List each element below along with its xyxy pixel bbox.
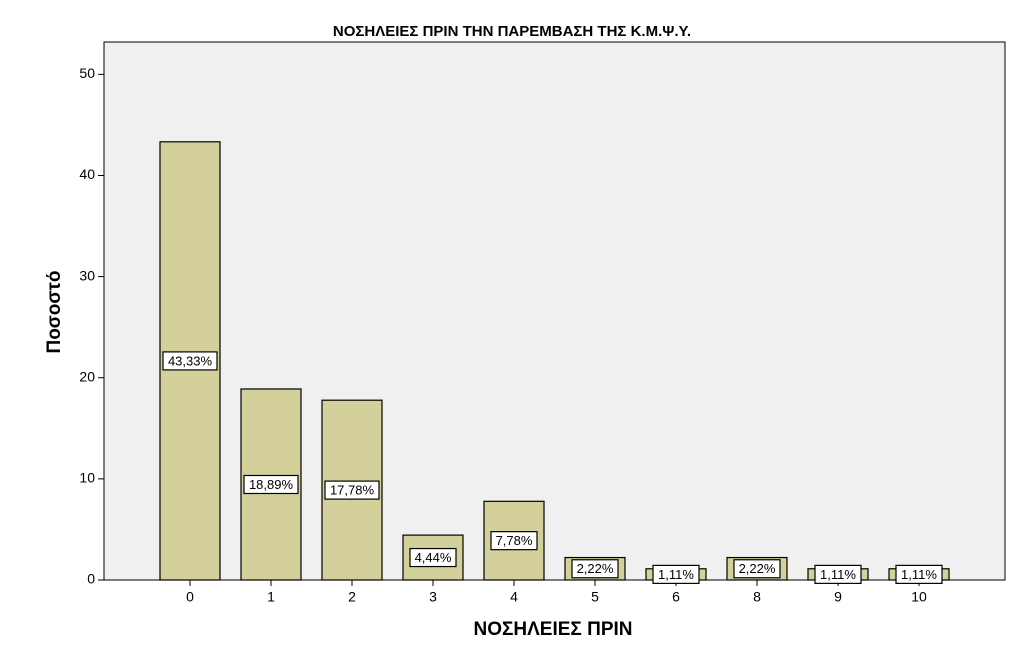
y-tick-label: 30	[79, 267, 95, 283]
y-tick-label: 10	[79, 470, 95, 486]
value-label: 43,33%	[168, 353, 213, 368]
value-label-box	[733, 559, 781, 579]
x-tick-label: 0	[186, 589, 194, 605]
y-axis-label: Ποσοστό	[44, 270, 65, 353]
y-tick-label: 20	[79, 368, 95, 384]
value-label-box	[324, 480, 380, 500]
value-label: 2,22%	[577, 561, 614, 576]
x-tick-label: 3	[429, 589, 437, 605]
value-label-box	[895, 564, 943, 584]
value-label: 1,11%	[820, 567, 856, 582]
x-tick-label: 10	[911, 589, 927, 605]
chart-title: ΝΟΣΗΛΕΙΕΣ ΠΡΙΝ ΤΗΝ ΠΑΡΕΜΒΑΣΗ ΤΗΣ Κ.Μ.Ψ.Υ…	[333, 23, 691, 40]
x-tick-label: 2	[348, 589, 356, 605]
value-label-box	[652, 564, 700, 584]
value-label: 4,44%	[415, 550, 452, 565]
value-label: 2,22%	[739, 561, 776, 576]
plot-area	[103, 41, 1006, 581]
y-tick-label: 40	[79, 166, 95, 182]
value-label: 7,78%	[496, 533, 533, 548]
y-tick-label: 50	[79, 65, 95, 81]
y-tick-label: 0	[87, 571, 95, 587]
x-tick-label: 4	[510, 589, 518, 605]
value-label: 1,11%	[901, 567, 937, 582]
value-label-box	[409, 547, 457, 568]
value-label-box	[162, 351, 218, 371]
x-tick-label: 1	[267, 589, 275, 605]
value-label-box	[571, 559, 619, 579]
x-tick-label: 9	[834, 589, 842, 605]
value-label: 1,11%	[658, 567, 694, 582]
value-label-box	[243, 474, 299, 495]
x-axis-label: ΝΟΣΗΛΕΙΕΣ ΠΡΙΝ	[474, 619, 633, 640]
value-label: 17,78%	[330, 483, 375, 498]
value-label-box	[814, 564, 862, 584]
x-tick-label: 5	[591, 589, 599, 605]
x-tick-label: 6	[672, 589, 680, 605]
value-label: 18,89%	[249, 477, 294, 492]
value-label-box	[490, 531, 538, 551]
x-tick-label: 8	[753, 589, 761, 605]
